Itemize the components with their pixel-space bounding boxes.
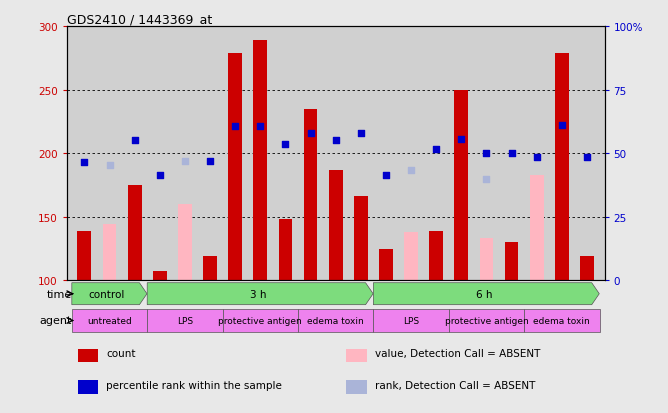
Bar xyxy=(298,27,323,281)
Bar xyxy=(103,225,116,281)
Bar xyxy=(430,231,443,281)
FancyArrow shape xyxy=(72,283,147,305)
Point xyxy=(305,130,316,137)
Text: GDS2410 / 1443369_at: GDS2410 / 1443369_at xyxy=(67,13,212,26)
Bar xyxy=(424,27,449,281)
Bar xyxy=(499,27,524,281)
Bar xyxy=(153,272,167,281)
Bar xyxy=(449,309,524,332)
Point xyxy=(381,172,391,178)
Text: control: control xyxy=(89,289,125,299)
Point xyxy=(255,124,266,131)
Bar xyxy=(72,27,97,281)
Point xyxy=(355,130,366,137)
Bar xyxy=(373,309,449,332)
Bar xyxy=(404,233,418,281)
Text: protective antigen: protective antigen xyxy=(218,316,302,325)
Bar xyxy=(298,309,373,332)
Bar xyxy=(449,27,474,281)
Bar xyxy=(549,27,574,281)
Bar xyxy=(228,54,242,281)
Text: rank, Detection Call = ABSENT: rank, Detection Call = ABSENT xyxy=(375,380,536,390)
Point xyxy=(556,123,567,129)
Text: untreated: untreated xyxy=(87,316,132,325)
Bar xyxy=(273,27,298,281)
Text: LPS: LPS xyxy=(177,316,193,325)
Bar xyxy=(347,349,367,363)
Bar xyxy=(147,309,222,332)
Bar xyxy=(323,27,348,281)
Bar xyxy=(147,27,172,281)
Bar xyxy=(454,90,468,281)
Bar xyxy=(253,41,267,281)
Point xyxy=(154,172,165,178)
Bar xyxy=(97,27,122,281)
Text: percentile rank within the sample: percentile rank within the sample xyxy=(106,380,282,390)
Point xyxy=(481,176,492,183)
Bar xyxy=(77,380,98,394)
Bar xyxy=(178,204,192,281)
FancyArrow shape xyxy=(373,283,599,305)
Bar xyxy=(574,27,599,281)
Bar xyxy=(524,309,599,332)
Point xyxy=(204,158,215,165)
Point xyxy=(506,150,517,157)
Text: edema toxin: edema toxin xyxy=(534,316,591,325)
Point xyxy=(531,154,542,161)
Text: protective antigen: protective antigen xyxy=(445,316,528,325)
Point xyxy=(180,158,190,165)
Bar xyxy=(172,27,198,281)
Bar xyxy=(530,175,544,281)
Point xyxy=(431,147,442,153)
Bar xyxy=(77,231,92,281)
Point xyxy=(582,154,593,161)
Text: 6 h: 6 h xyxy=(476,289,492,299)
Bar xyxy=(128,185,142,281)
Text: LPS: LPS xyxy=(403,316,419,325)
Bar xyxy=(248,27,273,281)
Bar xyxy=(198,27,222,281)
Bar xyxy=(77,349,98,363)
Bar xyxy=(348,27,373,281)
Text: agent: agent xyxy=(39,316,72,326)
Point xyxy=(331,138,341,145)
FancyArrow shape xyxy=(147,283,373,305)
Bar xyxy=(580,256,594,281)
Point xyxy=(405,167,416,173)
Bar xyxy=(222,27,248,281)
Point xyxy=(130,138,140,145)
Text: time: time xyxy=(47,289,72,299)
Bar xyxy=(399,27,424,281)
Bar xyxy=(203,256,217,281)
Bar xyxy=(379,249,393,281)
Text: count: count xyxy=(106,349,136,358)
Bar xyxy=(304,109,317,281)
Bar xyxy=(504,242,518,281)
Bar xyxy=(524,27,549,281)
Point xyxy=(456,136,467,143)
Bar xyxy=(72,309,147,332)
Text: edema toxin: edema toxin xyxy=(307,316,364,325)
Bar xyxy=(480,239,494,281)
Text: 3 h: 3 h xyxy=(250,289,266,299)
Point xyxy=(230,124,240,131)
Bar xyxy=(354,197,367,281)
Bar xyxy=(474,27,499,281)
Point xyxy=(104,162,115,169)
Bar xyxy=(222,309,298,332)
Bar xyxy=(279,220,293,281)
Text: value, Detection Call = ABSENT: value, Detection Call = ABSENT xyxy=(375,349,540,358)
Bar xyxy=(329,170,343,281)
Bar xyxy=(373,27,399,281)
Bar xyxy=(122,27,147,281)
Bar xyxy=(347,380,367,394)
Bar xyxy=(555,54,568,281)
Point xyxy=(481,150,492,157)
Point xyxy=(79,159,90,166)
Point xyxy=(280,142,291,148)
